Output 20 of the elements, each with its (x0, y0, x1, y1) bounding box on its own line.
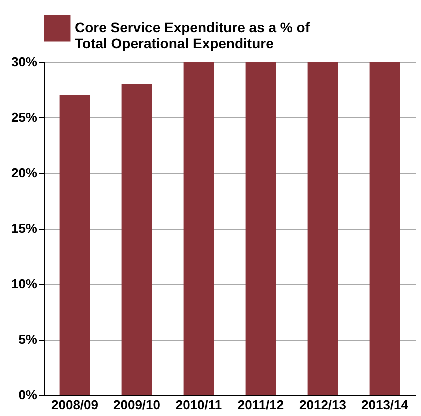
y-tick-label: 10% (11, 276, 38, 292)
y-tick-label: 15% (11, 221, 38, 236)
y-tick-label: 0% (18, 388, 38, 402)
y-tick-label: 25% (11, 110, 38, 125)
y-tick-label: 5% (18, 332, 38, 347)
y-tick-label: 30% (11, 54, 38, 70)
bar (184, 62, 214, 395)
bar (308, 62, 338, 395)
x-tick-label: 2009/10 (114, 398, 160, 412)
x-tick-label: 2012/13 (300, 398, 346, 412)
legend-label: Core Service Expenditure as a % of Total Operational Expenditure (75, 20, 310, 52)
x-tick-label: 2011/12 (238, 398, 284, 412)
bar (60, 95, 90, 395)
bar (370, 62, 400, 395)
x-tick-label: 2013/14 (362, 398, 410, 412)
bar (246, 62, 276, 395)
x-tick-label: 2010/11 (176, 398, 222, 412)
bar (122, 84, 152, 395)
x-tick-label: 2008/09 (52, 398, 98, 412)
y-tick-label: 20% (11, 166, 38, 180)
